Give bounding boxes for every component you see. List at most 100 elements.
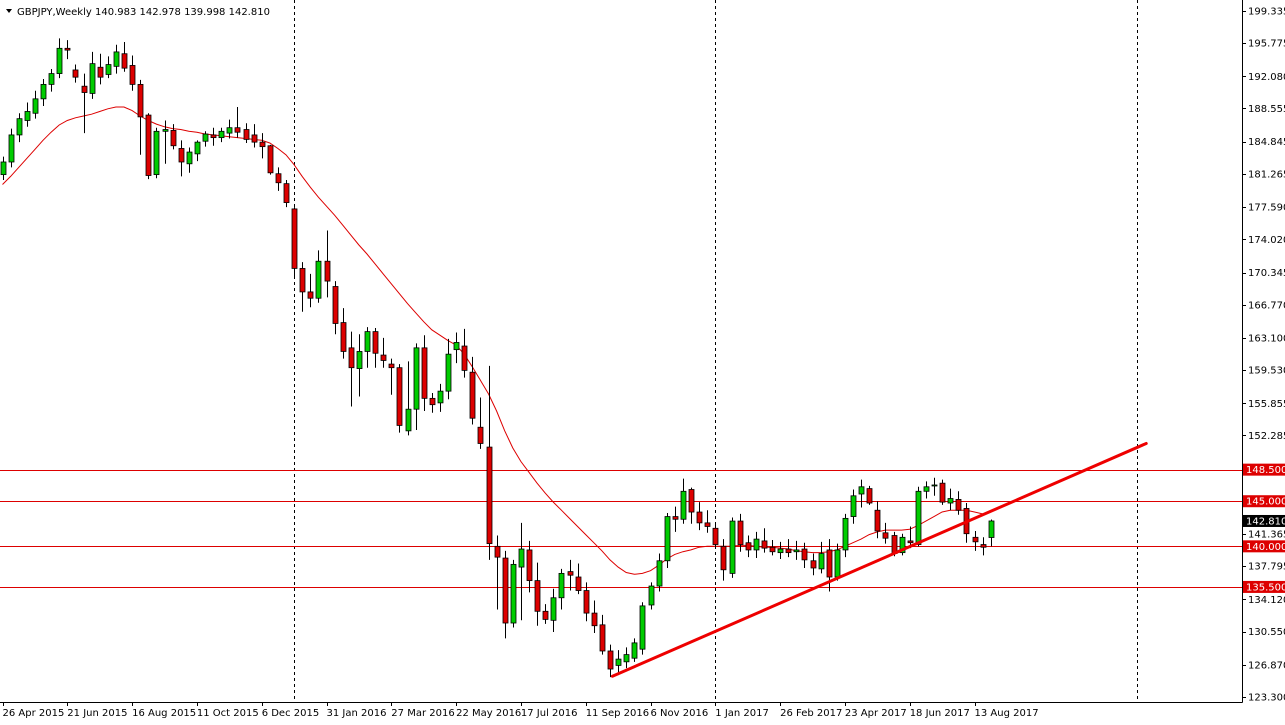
candle (923, 481, 930, 499)
candle (720, 539, 727, 581)
bear-candle-body (299, 268, 306, 293)
candle (510, 559, 517, 628)
candle (405, 361, 412, 436)
candle (558, 568, 565, 610)
bull-candle-body (8, 134, 15, 163)
time-tick-label: 17 Jul 2016 (521, 708, 578, 719)
candle (315, 250, 322, 303)
period-separators (294, 0, 1138, 702)
candle (251, 124, 258, 148)
candle (777, 541, 784, 559)
bear-candle-body (810, 560, 817, 569)
price-tick-label: 188.555 (1248, 104, 1285, 115)
candle (639, 602, 646, 655)
candle (243, 123, 250, 144)
bear-candle-body (891, 535, 898, 554)
bull-candle-body (615, 658, 622, 666)
candle (162, 120, 169, 164)
bull-candle-body (315, 260, 322, 299)
current-price-box (1243, 514, 1285, 527)
bear-candle-body (469, 371, 476, 419)
price-tick-label: 177.590 (1248, 203, 1285, 214)
candle (583, 582, 590, 622)
bull-candle-body (413, 347, 420, 410)
bear-candle-body (259, 141, 266, 148)
bull-candle-body (631, 642, 638, 659)
bull-candle-body (48, 73, 55, 85)
price-tick-label: 163.100 (1248, 333, 1285, 344)
time-axis: 26 Apr 2015 21 Jun 2015 16 Aug 2015 11 Oct … (3, 702, 1039, 719)
price-tick-label: 181.265 (1248, 170, 1285, 181)
candle (226, 119, 233, 139)
candle (712, 523, 719, 550)
candle (623, 647, 630, 669)
candle (364, 327, 371, 368)
bull-candle-body (24, 111, 31, 121)
candle (16, 113, 23, 143)
price-tick-label: 123.300 (1248, 693, 1285, 704)
price-tick-label: 152.285 (1248, 431, 1285, 442)
candle (388, 358, 395, 395)
bear-candle-body (243, 129, 250, 140)
bear-candle-body (704, 522, 711, 527)
bull-candle-body (623, 654, 630, 663)
bull-candle-body (558, 572, 565, 599)
level-label-box (1243, 463, 1285, 476)
candle (729, 517, 736, 578)
candle (332, 281, 339, 335)
bull-candle-body (931, 484, 938, 487)
candle (899, 533, 906, 556)
bull-candle-body (40, 83, 47, 100)
bear-candle-body (874, 509, 881, 532)
bear-candle-body (121, 53, 128, 69)
candle (502, 550, 509, 639)
candle (955, 491, 962, 515)
candle (567, 559, 574, 591)
level-label: 148.500 (1243, 463, 1285, 476)
trendline-group (610, 441, 1148, 678)
candle (202, 131, 209, 147)
level-label-box (1243, 540, 1285, 553)
dropdown-triangle-icon[interactable] (6, 9, 12, 13)
candle (64, 40, 71, 60)
candle (818, 541, 825, 574)
candle (89, 51, 96, 99)
bull-candle-body (445, 353, 452, 392)
candle (121, 41, 128, 72)
candle (8, 128, 15, 168)
candle (275, 167, 282, 191)
time-tick-label: 23 Apr 2017 (845, 708, 907, 719)
time-tick-label: 13 Aug 2017 (975, 708, 1039, 719)
candle (48, 69, 55, 92)
bull-candle-body (194, 141, 201, 155)
candle (534, 562, 541, 626)
bear-candle-body (64, 47, 71, 51)
bear-candle-body (939, 482, 946, 503)
candle (542, 604, 549, 624)
bull-candle-body (818, 553, 825, 570)
candle (599, 614, 606, 655)
candle (81, 73, 88, 134)
candlestick-series (0, 38, 995, 678)
bear-candle-body (866, 488, 873, 504)
candle (988, 519, 995, 547)
candle (234, 106, 241, 138)
price-tick-label: 170.345 (1248, 268, 1285, 279)
level-label-value: 148.500 (1246, 465, 1285, 476)
price-tick-label: 126.870 (1248, 660, 1285, 671)
bear-candle-body (388, 363, 395, 369)
candle (850, 489, 857, 524)
bull-candle-body (899, 536, 906, 554)
bear-candle-body (785, 548, 792, 554)
price-tick-label: 130.550 (1248, 627, 1285, 638)
bear-candle-body (534, 580, 541, 612)
bull-candle-body (834, 549, 841, 578)
level-label-value: 135.500 (1246, 582, 1285, 593)
candle (153, 127, 160, 179)
candle (648, 582, 655, 610)
price-tick-label: 192.080 (1248, 72, 1285, 83)
time-tick-label: 22 May 2016 (456, 708, 521, 719)
bear-candle-body (178, 148, 185, 163)
bull-candle-body (550, 597, 557, 621)
